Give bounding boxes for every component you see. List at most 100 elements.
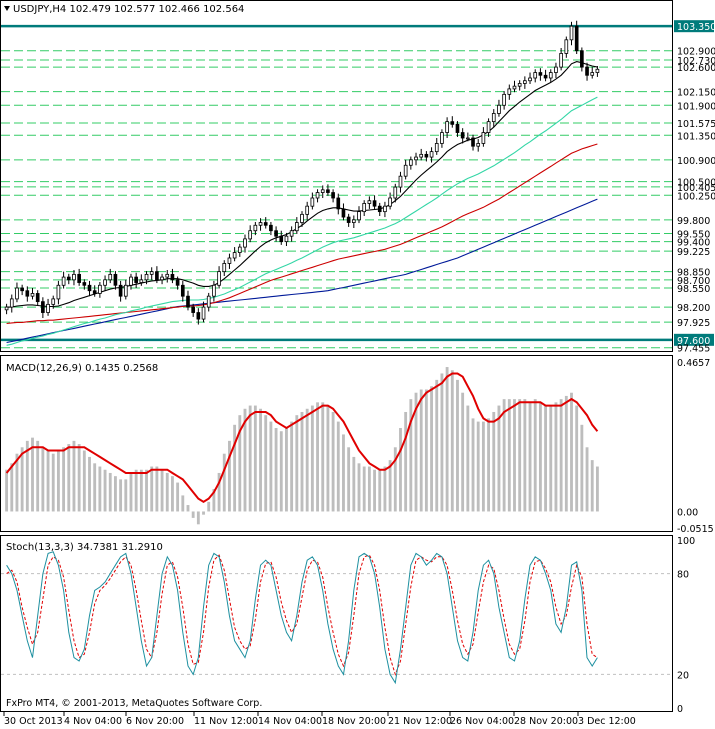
candle-body <box>331 192 335 199</box>
candle-body <box>574 25 579 52</box>
macd-bar <box>321 402 325 512</box>
chart-title: USDJPY,H4 102.479 102.577 102.466 102.56… <box>13 4 244 15</box>
macd-bar <box>300 411 304 512</box>
macd-indicator: 0.4657 0.00 -0.0515 <box>5 358 714 535</box>
price-axis-label: 102.730 <box>677 56 715 67</box>
candle-body <box>87 284 92 292</box>
candles[interactable] <box>4 20 600 325</box>
candle-body <box>279 235 284 243</box>
candle-body <box>481 132 486 144</box>
candle-body <box>580 50 584 68</box>
time-axis-label: 11 Nov 12:00 <box>194 716 258 727</box>
candle-body <box>523 80 527 84</box>
candle-body <box>388 197 392 207</box>
macd-bar <box>25 440 29 512</box>
time-axis-label: 28 Nov 20:00 <box>514 716 578 727</box>
candle-body <box>144 273 149 281</box>
macd-title: MACD(12,26,9) 0.1435 0.2568 <box>6 363 158 374</box>
macd-bar <box>119 479 123 512</box>
symbol-marker-icon <box>4 6 10 11</box>
macd-bar <box>435 379 439 512</box>
macd-bar <box>176 482 180 512</box>
stoch-axis-label: 100 <box>677 536 695 547</box>
macd-bar <box>481 421 485 512</box>
macd-bar <box>528 402 532 512</box>
candle-body <box>25 290 30 297</box>
price-axis-label: 98.700 <box>677 276 710 287</box>
macd-bar <box>336 421 340 512</box>
candle-body <box>362 203 367 213</box>
candle-body <box>20 287 24 292</box>
macd-bar <box>186 505 190 512</box>
macd-bar <box>10 463 14 512</box>
macd-bar <box>248 405 252 512</box>
candle-body <box>414 156 418 161</box>
macd-bar <box>36 440 40 512</box>
macd-bar <box>259 408 262 512</box>
macd-bar <box>243 408 247 512</box>
macd-bar <box>212 489 216 512</box>
candle-body <box>180 284 185 297</box>
macd-bar <box>424 389 428 512</box>
candle-body <box>46 303 50 313</box>
macd-bar <box>155 466 159 512</box>
candle-body <box>528 77 532 82</box>
candle-body <box>460 132 465 139</box>
candle-body <box>357 211 361 221</box>
candle-body <box>538 72 543 76</box>
macd-bar <box>233 424 237 512</box>
macd-bar <box>502 399 506 512</box>
macd-bar <box>331 411 335 512</box>
candle-body <box>372 200 377 207</box>
macd-bar <box>15 453 19 512</box>
macd-bar <box>373 469 376 512</box>
price-axis-label: 100.900 <box>677 156 715 167</box>
candle-body <box>103 279 107 286</box>
price-axis-label: 97.925 <box>677 318 710 329</box>
macd-bar <box>404 411 408 512</box>
macd-bar <box>507 399 511 512</box>
macd-bar <box>150 466 154 512</box>
candle-body <box>217 271 221 286</box>
candle-body <box>196 312 201 320</box>
macd-bar <box>274 428 278 512</box>
macd-bar <box>326 405 330 512</box>
macd-bar <box>523 399 527 512</box>
candle-body <box>98 284 102 294</box>
candle-body <box>186 295 190 308</box>
candle-body <box>294 222 299 232</box>
macd-bar <box>466 405 470 512</box>
candle-body <box>35 293 40 303</box>
macd-axis-label: -0.0515 <box>677 524 714 535</box>
candle-body <box>305 205 310 215</box>
candle-body <box>315 192 320 199</box>
macd-bar <box>31 437 34 512</box>
macd-bar <box>77 444 81 512</box>
time-axis-label: 30 Oct 2013 <box>4 716 63 727</box>
candle-body <box>222 263 227 273</box>
candle-body <box>466 137 470 140</box>
candle-body <box>564 39 569 54</box>
price-axis-label: 100.250 <box>677 191 715 202</box>
ma-cyan-line <box>6 96 598 346</box>
candle-body <box>227 257 232 264</box>
macd-bar <box>295 415 299 512</box>
time-axis-label: 14 Nov 04:00 <box>258 716 322 727</box>
candle-body <box>123 284 128 297</box>
price-axis-label: 98.550 <box>677 284 710 295</box>
candle-body <box>30 293 35 297</box>
candle-body <box>336 197 341 210</box>
time-axis: 30 Oct 2013 4 Nov 04:00 6 Nov 20:00 11 Nov … <box>3 712 636 727</box>
macd-bar <box>279 431 283 512</box>
macd-bar <box>202 511 205 515</box>
price-axis-label: 100.405 <box>677 183 715 194</box>
macd-bar <box>114 476 117 512</box>
price-axis-label: 101.575 <box>677 119 715 130</box>
candle-body <box>92 290 97 294</box>
candle-body <box>590 72 595 76</box>
candle-body <box>191 306 195 313</box>
candle-body <box>554 66 558 73</box>
candle-body <box>377 205 382 213</box>
macd-bar <box>56 450 60 512</box>
